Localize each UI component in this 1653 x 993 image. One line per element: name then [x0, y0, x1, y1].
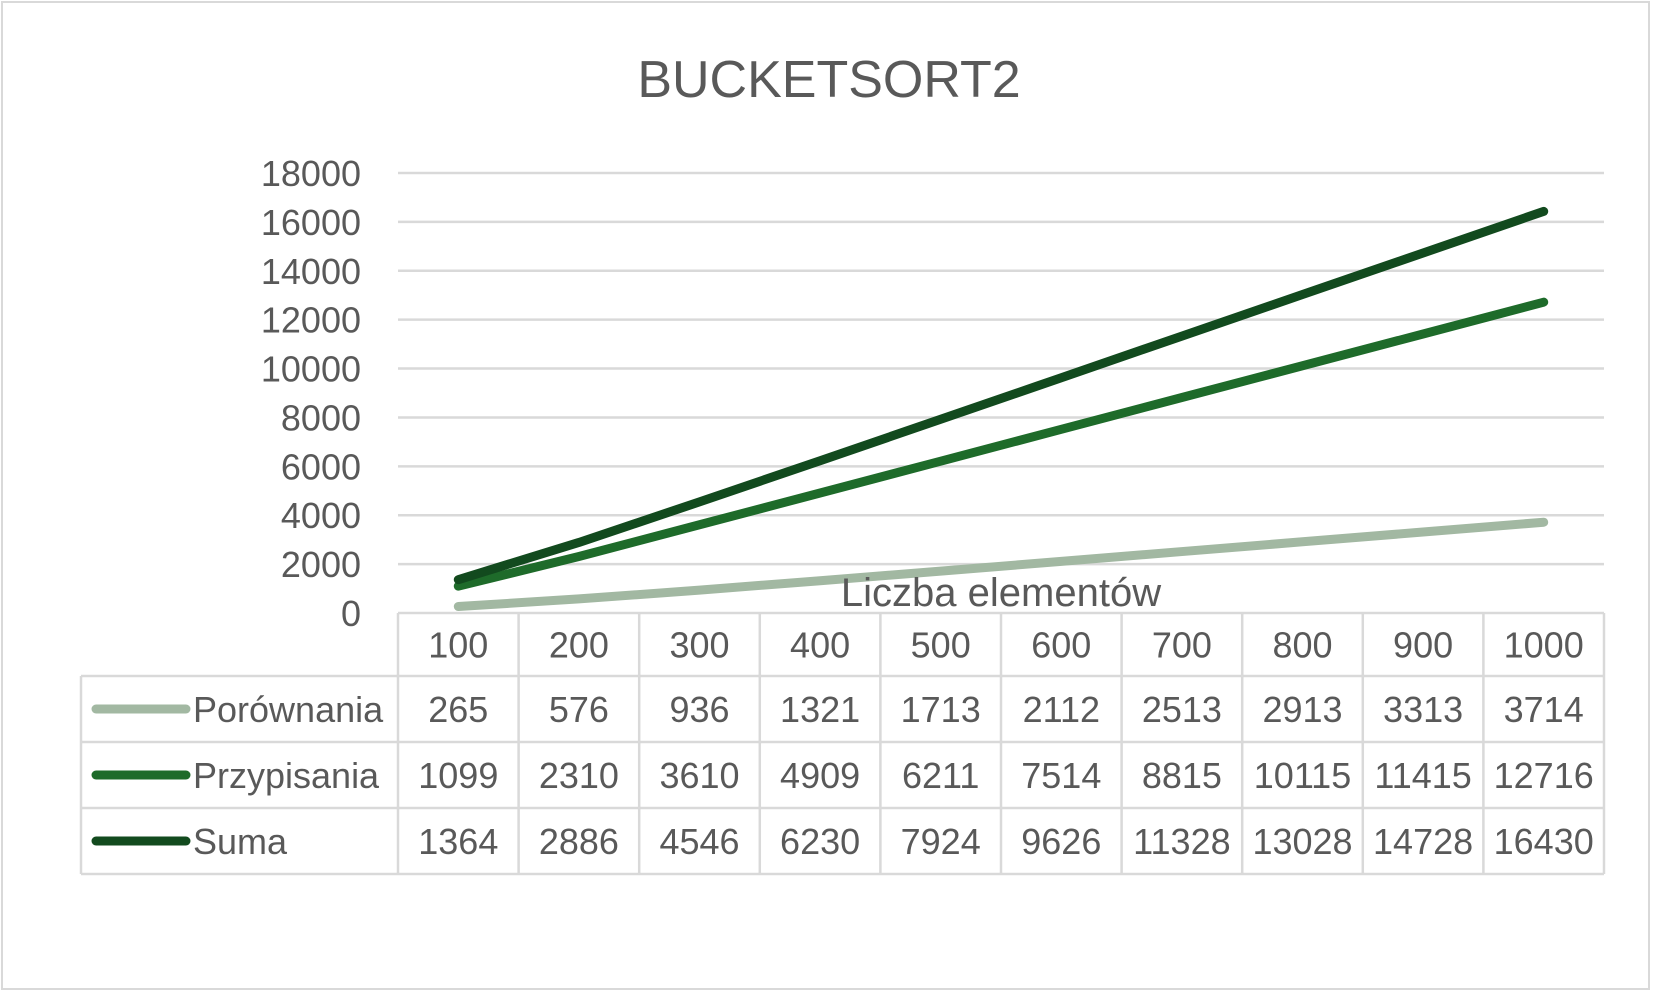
data-label: 1713: [901, 689, 981, 730]
y-axis-ticks: 0 2000 4000 6000 8000 10000 12000 14000 16000 180…: [261, 153, 361, 634]
y-tick-label: 4000: [281, 495, 361, 536]
data-label: 4546: [659, 821, 739, 862]
legend-label: Suma: [193, 821, 288, 862]
x-tick-label: 600: [1031, 625, 1091, 666]
data-label: 1099: [418, 755, 498, 796]
y-tick-label: 14000: [261, 251, 361, 292]
data-label: 9626: [1021, 821, 1101, 862]
chart-title: BUCKETSORT2: [637, 51, 1020, 109]
legend-label: Porównania: [193, 689, 384, 730]
x-tick-label: 500: [911, 625, 971, 666]
x-tick-label: 1000: [1504, 625, 1584, 666]
x-tick-label: 700: [1152, 625, 1212, 666]
y-tick-label: 12000: [261, 300, 361, 341]
data-label: 3610: [659, 755, 739, 796]
series-line-2: [453, 297, 1549, 591]
data-label: 1364: [418, 821, 498, 862]
x-axis-label: Liczba elementów: [841, 571, 1161, 615]
data-label: 10115: [1254, 755, 1351, 796]
y-tick-label: 10000: [261, 349, 361, 390]
data-label: 16430: [1494, 821, 1594, 862]
x-tick-label: 100: [428, 625, 488, 666]
data-label: 936: [669, 689, 729, 730]
x-tick-label: 800: [1272, 625, 1332, 666]
legend-label: Przypisania: [193, 755, 380, 796]
gridlines: [398, 171, 1604, 566]
data-label: 2913: [1262, 689, 1342, 730]
data-label: 1321: [780, 689, 860, 730]
data-label: 3714: [1504, 689, 1584, 730]
data-label: 14728: [1373, 821, 1473, 862]
y-tick-label: 18000: [261, 153, 361, 194]
data-label: 12716: [1494, 755, 1594, 796]
data-label: 13028: [1252, 821, 1352, 862]
data-label: 11328: [1133, 821, 1230, 862]
x-tick-label: 200: [549, 625, 609, 666]
data-label: 2112: [1023, 689, 1100, 730]
y-tick-label: 0: [341, 593, 361, 634]
x-tick-label: 900: [1393, 625, 1453, 666]
data-label: 8815: [1142, 755, 1222, 796]
x-tick-label: 300: [669, 625, 729, 666]
y-tick-label: 8000: [281, 397, 361, 438]
y-tick-label: 6000: [281, 446, 361, 487]
data-label: 6230: [780, 821, 860, 862]
data-label: 7924: [901, 821, 981, 862]
data-label: 2513: [1142, 689, 1222, 730]
data-label: 7514: [1021, 755, 1101, 796]
data-label: 2886: [539, 821, 619, 862]
data-label: 3313: [1383, 689, 1463, 730]
x-tick-label: 400: [790, 625, 850, 666]
data-label: 6211: [902, 755, 979, 796]
series-lines: [453, 206, 1549, 612]
data-label: 11415: [1374, 755, 1471, 796]
line-chart: BUCKETSORT2 0 2000 4000 6000 8000 10000 12000 1…: [79, 51, 1606, 876]
data-label: 265: [428, 689, 488, 730]
series-line-1: [453, 517, 1549, 612]
y-tick-label: 2000: [281, 544, 361, 585]
data-label: 4909: [780, 755, 860, 796]
data-table: 100 200 300 400 500 600 700 800 900 1000 Porównani…: [79, 611, 1606, 876]
data-label: 576: [549, 689, 609, 730]
y-tick-label: 16000: [261, 202, 361, 243]
data-label: 2310: [539, 755, 619, 796]
series-line-3: [453, 206, 1549, 585]
